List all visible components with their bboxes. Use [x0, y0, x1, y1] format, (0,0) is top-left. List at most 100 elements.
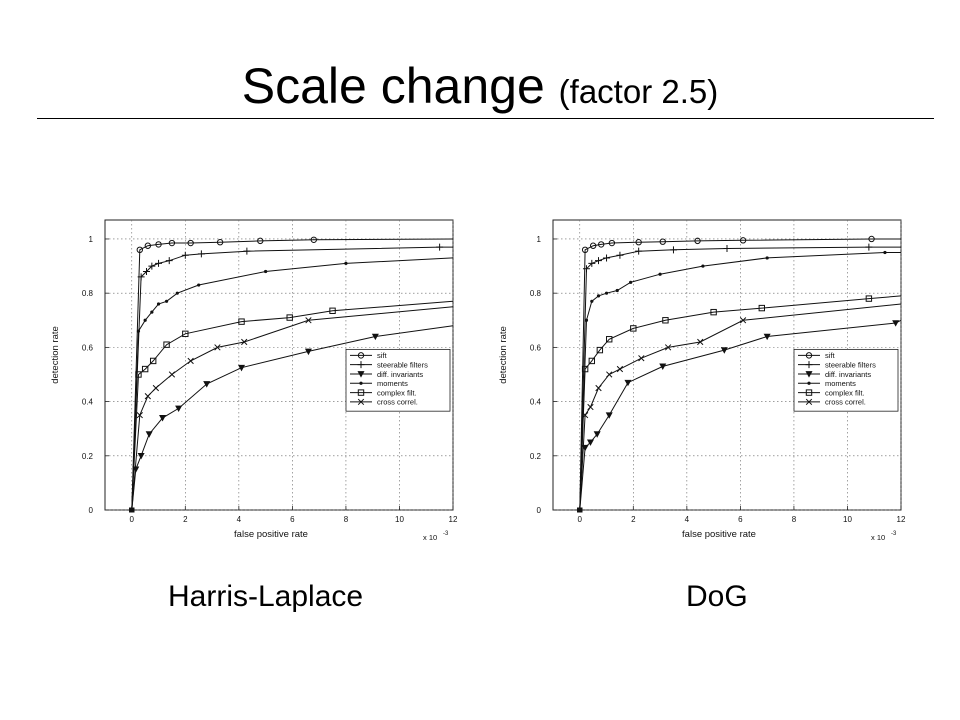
- data-point-moments: [264, 269, 268, 274]
- y-tick-label: 0.2: [530, 452, 542, 461]
- legend-entry-complex-filt: complex filt.: [798, 388, 865, 397]
- data-point-cross-correl: [577, 507, 583, 513]
- x-tick-label: 8: [344, 515, 349, 524]
- data-point-complex-filt: [286, 314, 293, 321]
- x-axis-multiplier-exponent: -3: [443, 531, 449, 537]
- caption-harris-laplace: Harris-Laplace: [168, 580, 364, 613]
- x-tick-label: 6: [290, 515, 295, 524]
- data-point-steerable-filters: [436, 243, 444, 251]
- legend-swatch-marker: [357, 371, 365, 378]
- x-axis-multiplier: x 10: [423, 533, 437, 542]
- data-point-steerable-filters: [155, 259, 163, 267]
- data-point-sift: [608, 239, 616, 247]
- legend-swatch-marker: [357, 398, 365, 406]
- legend-label: complex filt.: [377, 388, 417, 397]
- legend-entry-sift: sift: [798, 351, 836, 360]
- data-point-cross-correl: [664, 344, 672, 351]
- y-tick-label: 0.6: [82, 343, 94, 352]
- slide-title-main: Scale change: [241, 58, 545, 114]
- data-point-sift: [868, 235, 875, 243]
- x-tick-label: 4: [685, 515, 690, 524]
- data-point-sift: [144, 242, 152, 249]
- legend-entry-diff-invariants: diff. invariants: [350, 370, 423, 379]
- x-tick-label: 12: [897, 515, 906, 524]
- data-point-sift: [589, 242, 597, 249]
- data-point-moments: [615, 288, 619, 293]
- data-point-cross-correl: [187, 357, 194, 365]
- data-point-moments: [629, 280, 633, 284]
- data-point-sift: [597, 241, 605, 248]
- title-divider: [37, 118, 934, 119]
- data-point-diff-invariants: [624, 379, 632, 387]
- data-point-moments: [175, 291, 179, 295]
- data-point-complex-filt: [581, 365, 589, 373]
- legend-label: sift: [377, 351, 388, 360]
- data-point-diff-invariants: [203, 381, 211, 388]
- harris-laplace-chart: 0 2 4 6 8 10 12 0 0.2 0.4 0.6 0.8 1 false positive ra…: [50, 212, 470, 552]
- y-axis-label: detection rate: [498, 326, 509, 384]
- data-point-diff-invariants: [137, 452, 145, 460]
- data-point-diff-invariants: [304, 348, 312, 356]
- data-point-steerable-filters: [148, 262, 156, 270]
- y-tick-label: 0.6: [530, 343, 542, 352]
- data-point-steerable-filters: [588, 259, 596, 267]
- caption-dog: DoG: [686, 580, 748, 613]
- data-point-steerable-filters: [723, 244, 731, 252]
- x-tick-label: 2: [631, 515, 636, 524]
- data-point-complex-filt: [135, 371, 142, 378]
- data-point-sift: [257, 237, 264, 245]
- legend-swatch-marker: [357, 361, 365, 369]
- data-point-cross-correl: [305, 317, 312, 324]
- series-complex-filt: [577, 295, 902, 513]
- data-point-diff-invariants: [605, 412, 613, 419]
- data-point-complex-filt: [588, 357, 596, 365]
- data-point-cross-correl: [606, 371, 613, 378]
- x-tick-label: 4: [237, 515, 242, 524]
- legend-swatch-marker: [805, 352, 813, 359]
- data-point-cross-correl: [697, 338, 704, 346]
- data-point-complex-filt: [238, 318, 245, 325]
- x-tick-label: 0: [578, 515, 583, 524]
- data-point-complex-filt: [758, 304, 766, 312]
- data-point-cross-correl: [152, 384, 160, 392]
- dog-chart: 0 2 4 6 8 10 12 0 0.2 0.4 0.6 0.8 1 false positive ra…: [498, 212, 918, 552]
- data-point-cross-correl: [129, 507, 135, 513]
- data-point-diff-invariants: [145, 431, 153, 438]
- data-point-moments: [344, 261, 348, 265]
- x-axis-multiplier: x 10: [871, 533, 885, 542]
- y-tick-label: 0.2: [82, 452, 94, 461]
- legend-label: steerable filters: [825, 360, 876, 369]
- data-point-complex-filt: [662, 317, 669, 324]
- data-point-complex-filt: [710, 308, 717, 316]
- x-tick-label: 10: [395, 515, 404, 524]
- x-tick-label: 8: [792, 515, 797, 524]
- x-tick-label: 6: [738, 515, 743, 524]
- data-point-steerable-filters: [243, 247, 251, 255]
- data-point-cross-correl: [214, 344, 221, 351]
- x-axis-label: false positive rate: [234, 529, 308, 540]
- data-point-moments: [604, 291, 609, 295]
- harris-laplace-chart-svg: 0 2 4 6 8 10 12 0 0.2 0.4 0.6 0.8 1 false positive ra…: [50, 219, 458, 542]
- x-tick-label: 10: [843, 515, 852, 524]
- data-point-sift: [694, 237, 701, 245]
- x-tick-label: 2: [183, 515, 188, 524]
- data-point-diff-invariants: [720, 347, 728, 354]
- legend-swatch-marker: [805, 389, 813, 396]
- data-point-steerable-filters: [595, 257, 603, 265]
- data-point-diff-invariants: [659, 363, 667, 370]
- data-point-complex-filt: [329, 307, 336, 314]
- data-point-sift: [136, 246, 144, 254]
- data-point-cross-correl: [168, 371, 176, 378]
- data-point-complex-filt: [149, 357, 157, 365]
- legend-swatch-marker: [357, 352, 365, 359]
- data-point-sift: [216, 239, 224, 246]
- series-line-moments: [579, 252, 901, 511]
- y-tick-label: 0.8: [530, 289, 542, 298]
- data-point-sift: [581, 246, 589, 254]
- y-tick-label: 1: [537, 235, 542, 244]
- data-point-diff-invariants: [593, 431, 601, 438]
- data-point-sift: [310, 236, 317, 243]
- data-point-steerable-filters: [582, 265, 590, 273]
- data-point-cross-correl: [581, 411, 589, 419]
